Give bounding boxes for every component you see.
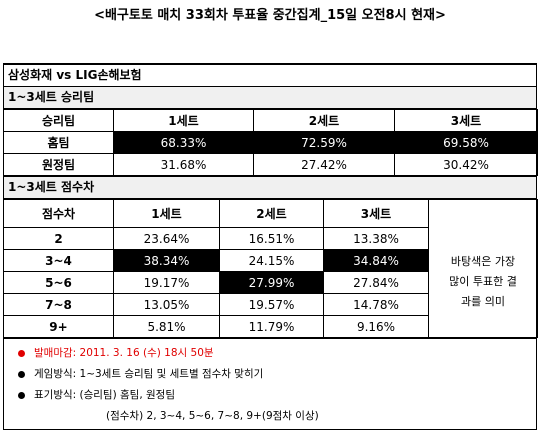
value-cell: 5.81%: [113, 315, 220, 338]
header-cell: 승리팀: [3, 109, 114, 132]
row-label: 9+: [3, 315, 114, 338]
section-heading: 1~3세트 승리팀: [4, 87, 536, 109]
note-line: 과를 의미: [461, 295, 505, 309]
value-cell: 19.57%: [219, 293, 324, 316]
data-row: 원정팀 31.68% 27.42% 30.42%: [3, 153, 538, 176]
value-cell: 19.17%: [113, 271, 220, 294]
note-item: 게임방식: 1~3세트 승리팀 및 세트별 점수차 맞히기: [4, 364, 536, 385]
divider: [4, 337, 536, 339]
header-cell: 점수차: [3, 199, 114, 228]
row-label: 5~6: [3, 271, 114, 294]
header-row: 승리팀 1세트 2세트 3세트: [3, 109, 538, 132]
bullet: [18, 371, 25, 378]
header-cell: 3세트: [323, 199, 429, 228]
note-item: 표기방식: (승리팀) 홈팀, 원정팀: [4, 385, 536, 406]
header-row: 점수차 1세트 2세트 3세트: [3, 199, 538, 228]
value-cell: 69.58%: [394, 131, 538, 154]
value-cell: 38.34%: [113, 249, 220, 272]
value-cell: 16.51%: [219, 227, 324, 250]
note-line: 많이 투표한 결: [449, 275, 517, 289]
value-cell: 72.59%: [253, 131, 395, 154]
row-label: 7~8: [3, 293, 114, 316]
value-cell: 30.42%: [394, 153, 538, 176]
header-cell: 1세트: [113, 109, 254, 132]
header-cell: 2세트: [253, 109, 395, 132]
note-text: 발매마감: 2011. 3. 16 (수) 18시 50분: [34, 347, 214, 359]
value-cell: 27.42%: [253, 153, 395, 176]
value-cell: 13.05%: [113, 293, 220, 316]
value-cell: 27.84%: [323, 271, 429, 294]
value-cell: 13.38%: [323, 227, 429, 250]
value-cell: 14.78%: [323, 293, 429, 316]
divider: [4, 175, 536, 177]
value-cell: 34.84%: [323, 249, 429, 272]
row-label: 원정팀: [3, 153, 114, 176]
value-cell: 11.79%: [219, 315, 324, 338]
note-item: (점수차) 2, 3~4, 5~6, 7~8, 9+(9점차 이상): [4, 406, 536, 427]
data-row: 3~4 38.34% 24.15% 34.84%: [3, 249, 538, 272]
section-heading: 1~3세트 점수차: [4, 177, 536, 199]
note-text: 표기방식: (승리팀) 홈팀, 원정팀: [34, 389, 176, 401]
value-cell: 9.16%: [323, 315, 429, 338]
note-line: 바탕색은 가장: [450, 255, 516, 269]
note-text: 게임방식: 1~3세트 승리팀 및 세트별 점수차 맞히기: [34, 368, 264, 380]
row-label: 2: [3, 227, 114, 250]
note-item: 발매마감: 2011. 3. 16 (수) 18시 50분: [4, 343, 536, 364]
row-label: 홈팀: [3, 131, 114, 154]
row-label: 3~4: [3, 249, 114, 272]
bullet: [18, 350, 25, 357]
match-name: 삼성화재 vs LIG손해보험: [4, 65, 536, 87]
title: <배구토토 매치 33회차 투표율 중간집계_15일 오전8시 현재>: [94, 8, 446, 23]
vote-table: 삼성화재 vs LIG손해보험 1~3세트 승리팀 승리팀 1세트 2세트 3세트 홈팀 6…: [3, 63, 538, 430]
note-text: (점수차) 2, 3~4, 5~6, 7~8, 9+(9점차 이상): [106, 410, 319, 422]
data-row: 2 23.64% 16.51% 13.38% 바탕색은 가장 많이 투표한 결 과를 의미: [3, 227, 538, 338]
header-cell: 3세트: [394, 109, 538, 132]
value-cell: 24.15%: [219, 249, 324, 272]
data-row: 7~8 13.05% 19.57% 14.78%: [3, 293, 538, 316]
data-row: 홈팀 68.33% 72.59% 69.58%: [3, 131, 538, 154]
value-cell: 23.64%: [113, 227, 220, 250]
header-cell: 2세트: [219, 199, 324, 228]
section-table: 점수차 1세트 2세트 3세트 2 23.64% 16.51% 13.38% 바탕색은 가장 많이…: [3, 199, 538, 338]
section-table: 승리팀 1세트 2세트 3세트 홈팀 68.33% 72.59% 69.58% 원정팀 31.68…: [3, 109, 538, 176]
note-spacer: [428, 199, 538, 228]
value-cell: 27.99%: [219, 271, 324, 294]
bullet: [18, 392, 25, 399]
data-row: 9+ 5.81% 11.79% 9.16%: [3, 315, 538, 338]
value-cell: 31.68%: [113, 153, 254, 176]
header-cell: 1세트: [113, 199, 220, 228]
value-cell: 68.33%: [113, 131, 254, 154]
